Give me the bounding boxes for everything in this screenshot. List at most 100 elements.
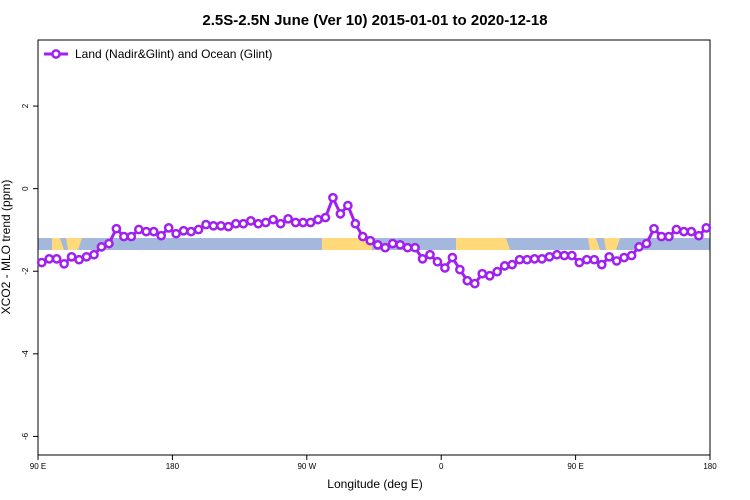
legend-label: Land (Nadir&Glint) and Ocean (Glint) bbox=[75, 47, 272, 61]
x-tick-label: 180 bbox=[166, 462, 180, 471]
data-point bbox=[44, 254, 55, 264]
y-tick-label: 2 bbox=[21, 103, 30, 108]
data-point bbox=[581, 254, 592, 265]
y-tick-label: -6 bbox=[21, 432, 30, 440]
data-point bbox=[201, 219, 211, 230]
data-point bbox=[656, 231, 667, 242]
data-point bbox=[245, 216, 256, 226]
data-point bbox=[499, 261, 510, 271]
data-point bbox=[559, 250, 570, 261]
data-point bbox=[596, 259, 607, 270]
data-point bbox=[552, 249, 562, 260]
data-point bbox=[447, 252, 458, 263]
y-tick-label: -2 bbox=[21, 267, 30, 275]
data-point bbox=[611, 256, 622, 266]
data-point bbox=[119, 231, 129, 242]
x-tick-label: 0 bbox=[439, 462, 444, 471]
x-tick-label: 90 W bbox=[297, 462, 316, 471]
data-point bbox=[320, 212, 331, 223]
data-point bbox=[89, 249, 99, 260]
data-point bbox=[679, 226, 689, 237]
data-point bbox=[208, 220, 219, 231]
y-tick-label: -4 bbox=[21, 350, 30, 358]
data-point bbox=[51, 254, 62, 264]
data-point bbox=[402, 242, 413, 253]
data-point bbox=[186, 226, 196, 237]
data-point bbox=[395, 239, 405, 250]
x-tick-label: 90 E bbox=[30, 462, 46, 471]
data-point bbox=[544, 251, 555, 262]
data-point bbox=[641, 238, 652, 249]
data-point bbox=[589, 254, 600, 265]
data-point bbox=[275, 218, 286, 229]
data-point bbox=[477, 268, 488, 279]
data-point bbox=[126, 231, 137, 242]
data-point bbox=[283, 213, 293, 224]
data-point bbox=[372, 239, 383, 250]
data-point bbox=[619, 252, 629, 263]
data-point bbox=[81, 251, 92, 262]
data-point bbox=[96, 242, 107, 252]
data-point bbox=[626, 250, 637, 261]
x-axis-label: Longitude (deg E) bbox=[327, 477, 422, 491]
data-point bbox=[649, 223, 659, 234]
data-point bbox=[387, 238, 398, 249]
data-point bbox=[193, 224, 204, 235]
data-point bbox=[365, 235, 376, 246]
data-point bbox=[432, 256, 443, 267]
data-point bbox=[156, 230, 167, 241]
land-patch bbox=[322, 238, 372, 250]
data-point bbox=[425, 249, 435, 260]
data-point bbox=[260, 217, 271, 228]
data-point bbox=[171, 228, 181, 239]
data-point bbox=[36, 257, 47, 268]
data-point bbox=[567, 250, 577, 261]
land-patch bbox=[456, 238, 510, 250]
data-point bbox=[410, 242, 420, 253]
land-patch bbox=[588, 238, 620, 250]
data-point bbox=[522, 254, 532, 265]
data-point bbox=[693, 230, 704, 241]
data-point bbox=[163, 223, 174, 233]
data-point bbox=[66, 251, 77, 262]
data-point bbox=[574, 257, 585, 268]
data-point bbox=[305, 217, 316, 228]
data-point bbox=[298, 217, 308, 228]
data-point bbox=[178, 225, 189, 236]
y-tick-label: 0 bbox=[21, 186, 30, 191]
data-point bbox=[343, 200, 353, 211]
data-point bbox=[514, 254, 525, 265]
land-patch bbox=[52, 238, 82, 250]
data-point bbox=[328, 192, 338, 203]
data-point bbox=[74, 254, 84, 265]
data-point bbox=[357, 231, 368, 242]
data-point bbox=[59, 258, 69, 269]
chart-title: 2.5S-2.5N June (Ver 10) 2015-01-01 to 20… bbox=[202, 12, 547, 29]
data-point bbox=[350, 218, 361, 229]
data-point bbox=[507, 259, 517, 270]
data-point bbox=[231, 218, 241, 229]
legend-marker bbox=[51, 49, 61, 59]
data-point bbox=[223, 221, 234, 232]
data-point bbox=[216, 220, 226, 231]
data-point bbox=[634, 242, 644, 252]
data-point bbox=[104, 238, 114, 249]
plot-frame bbox=[37, 39, 711, 456]
x-tick-label: 180 bbox=[703, 462, 717, 471]
data-point bbox=[380, 242, 391, 253]
data-point bbox=[440, 263, 450, 273]
data-point bbox=[268, 214, 279, 225]
data-point bbox=[462, 275, 473, 286]
data-point bbox=[290, 217, 301, 228]
data-point bbox=[417, 254, 428, 264]
data-point bbox=[335, 208, 346, 219]
data-point bbox=[253, 218, 264, 229]
data-point bbox=[492, 266, 503, 277]
x-tick-label: 90 E bbox=[567, 462, 583, 471]
data-point bbox=[111, 223, 122, 234]
data-point bbox=[701, 223, 712, 233]
data-point bbox=[686, 226, 697, 237]
data-point bbox=[148, 226, 159, 237]
data-point bbox=[604, 251, 615, 262]
